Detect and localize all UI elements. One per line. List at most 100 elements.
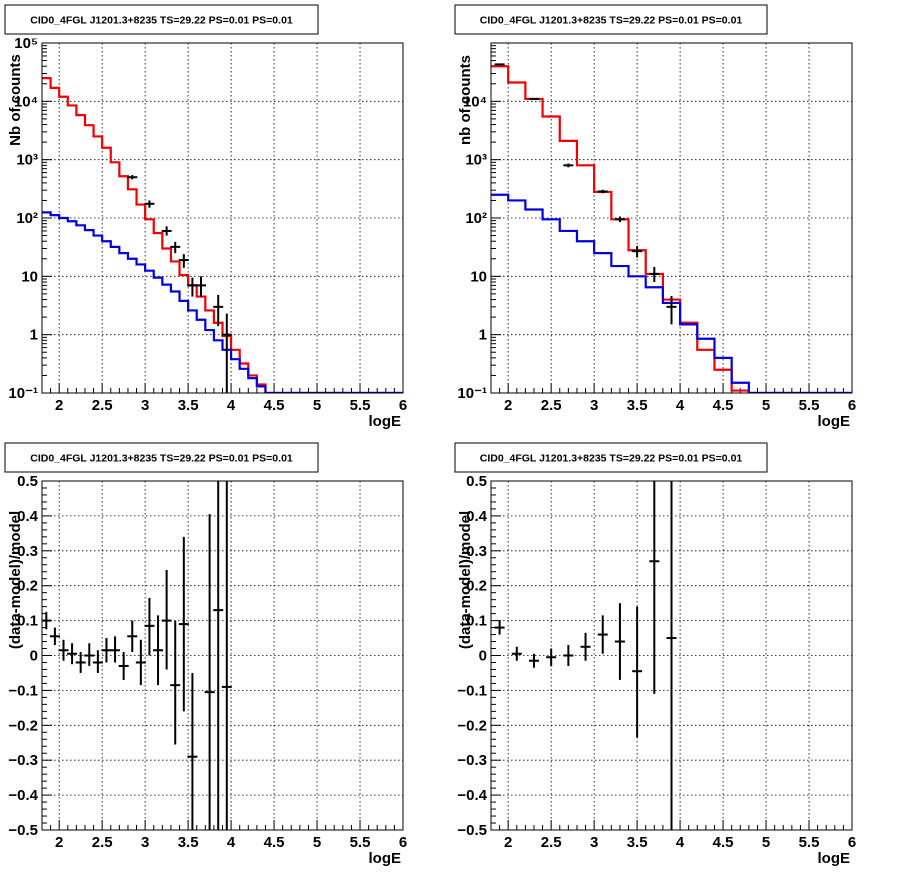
x-tick-label: 2.5 [541, 397, 562, 414]
y-tick-label: 0.3 [17, 543, 38, 560]
y-tick-label: 0.2 [466, 578, 487, 595]
y-tick-label: −0.5 [457, 822, 487, 839]
plot-area [494, 481, 677, 830]
x-axis-label: logE [369, 850, 402, 867]
y-tick-label: 10⁻¹ [8, 385, 38, 402]
y-tick-label: −0.1 [8, 682, 38, 699]
y-tick-label: 0.3 [466, 543, 487, 560]
y-tick-label: −0.1 [457, 682, 487, 699]
x-tick-label: 5.5 [799, 397, 820, 414]
x-tick-label: 2 [55, 397, 63, 414]
x-tick-label: 4 [227, 397, 236, 414]
model-background-histogram [491, 193, 852, 393]
x-tick-label: 3.5 [627, 834, 648, 851]
title-box [454, 4, 768, 35]
chart-title: CID0_4FGL J1201.3+8235 TS=29.22 PS=0.01 … [30, 15, 293, 27]
panel-top-left: CID0_4FGL J1201.3+8235 TS=29.22 PS=0.01 … [4, 4, 407, 430]
y-tick-label: 0 [479, 648, 487, 665]
y-tick-label: 10⁵ [14, 35, 38, 52]
x-tick-label: 4.5 [264, 834, 285, 851]
plot-area [42, 77, 403, 393]
x-tick-label: 6 [399, 397, 407, 414]
x-tick-label: 3 [590, 834, 598, 851]
model-total-histogram [491, 65, 852, 393]
y-tick-label: 0.5 [17, 473, 38, 490]
y-axis-label: Nb of counts [7, 54, 24, 146]
y-tick-label: 10 [470, 268, 487, 285]
y-tick-label: 10⁻¹ [457, 385, 487, 402]
y-tick-label: 10³ [16, 152, 38, 169]
y-tick-label: 10⁴ [463, 93, 487, 110]
x-tick-label: 6 [399, 834, 407, 851]
y-tick-label: 0.1 [466, 613, 487, 630]
y-tick-label: 10² [465, 210, 487, 227]
plot-frame [41, 480, 404, 831]
y-tick-label: −0.2 [457, 717, 487, 734]
model-background-histogram [42, 211, 403, 393]
title-box [4, 442, 319, 473]
x-tick-label: 4.5 [264, 397, 285, 414]
x-tick-label: 5 [762, 397, 770, 414]
x-tick-label: 4.5 [713, 834, 734, 851]
y-tick-label: −0.3 [8, 752, 38, 769]
plot-frame [490, 480, 853, 831]
y-tick-label: −0.4 [457, 787, 487, 804]
x-tick-label: 3.5 [627, 397, 648, 414]
y-tick-label: 10⁴ [14, 93, 38, 110]
x-tick-label: 3.5 [178, 834, 199, 851]
y-tick-label: 0.1 [17, 613, 38, 630]
x-tick-label: 3.5 [178, 397, 199, 414]
x-axis-label: logE [818, 850, 851, 867]
y-tick-label: 0.5 [466, 473, 487, 490]
x-tick-label: 2 [504, 834, 512, 851]
y-axis-label: (data-model)/model [7, 511, 24, 649]
y-tick-label: −0.3 [457, 752, 487, 769]
y-tick-label: 1 [479, 327, 487, 344]
y-tick-label: −0.2 [8, 717, 38, 734]
y-tick-label: 1 [30, 327, 38, 344]
y-tick-label: 10² [16, 210, 38, 227]
x-tick-label: 5.5 [350, 834, 371, 851]
x-tick-label: 4.5 [713, 397, 734, 414]
panel-top-right: CID0_4FGL J1201.3+8235 TS=29.22 PS=0.01 … [454, 4, 856, 430]
x-axis-label: logE [369, 413, 402, 430]
x-tick-label: 2.5 [541, 834, 562, 851]
x-tick-label: 2 [55, 834, 63, 851]
x-tick-label: 5 [313, 834, 321, 851]
x-tick-label: 4 [227, 834, 236, 851]
x-tick-label: 5 [313, 397, 321, 414]
y-axis-label: nb of counts [457, 55, 474, 145]
y-tick-label: 10 [21, 268, 38, 285]
x-tick-label: 2.5 [92, 397, 113, 414]
y-tick-label: 10³ [465, 152, 487, 169]
title-box [454, 442, 768, 473]
y-axis-label: (data-model)/model [457, 511, 474, 649]
y-tick-label: 0.4 [466, 508, 488, 525]
x-tick-label: 6 [848, 397, 856, 414]
x-tick-label: 5 [762, 834, 770, 851]
title-box [4, 4, 319, 35]
y-tick-label: −0.5 [8, 822, 38, 839]
y-tick-label: 0.4 [17, 508, 39, 525]
x-tick-label: 3 [590, 397, 598, 414]
panel-bottom-left: CID0_4FGL J1201.3+8235 TS=29.22 PS=0.01 … [4, 442, 407, 867]
x-tick-label: 4 [676, 834, 685, 851]
x-tick-label: 6 [848, 834, 856, 851]
plot-area [42, 481, 232, 830]
plot-frame [490, 42, 853, 394]
x-tick-label: 4 [676, 397, 685, 414]
plot-area [491, 63, 852, 393]
x-tick-label: 2.5 [92, 834, 113, 851]
x-tick-label: 5.5 [350, 397, 371, 414]
chart-title: CID0_4FGL J1201.3+8235 TS=29.22 PS=0.01 … [480, 453, 743, 465]
x-axis-label: logE [818, 413, 851, 430]
y-tick-label: 0 [30, 648, 38, 665]
panel-bottom-right: CID0_4FGL J1201.3+8235 TS=29.22 PS=0.01 … [454, 442, 856, 867]
y-tick-label: −0.4 [8, 787, 38, 804]
x-tick-label: 2 [504, 397, 512, 414]
x-tick-label: 3 [141, 397, 149, 414]
chart-title: CID0_4FGL J1201.3+8235 TS=29.22 PS=0.01 … [480, 15, 743, 27]
x-tick-label: 5.5 [799, 834, 820, 851]
